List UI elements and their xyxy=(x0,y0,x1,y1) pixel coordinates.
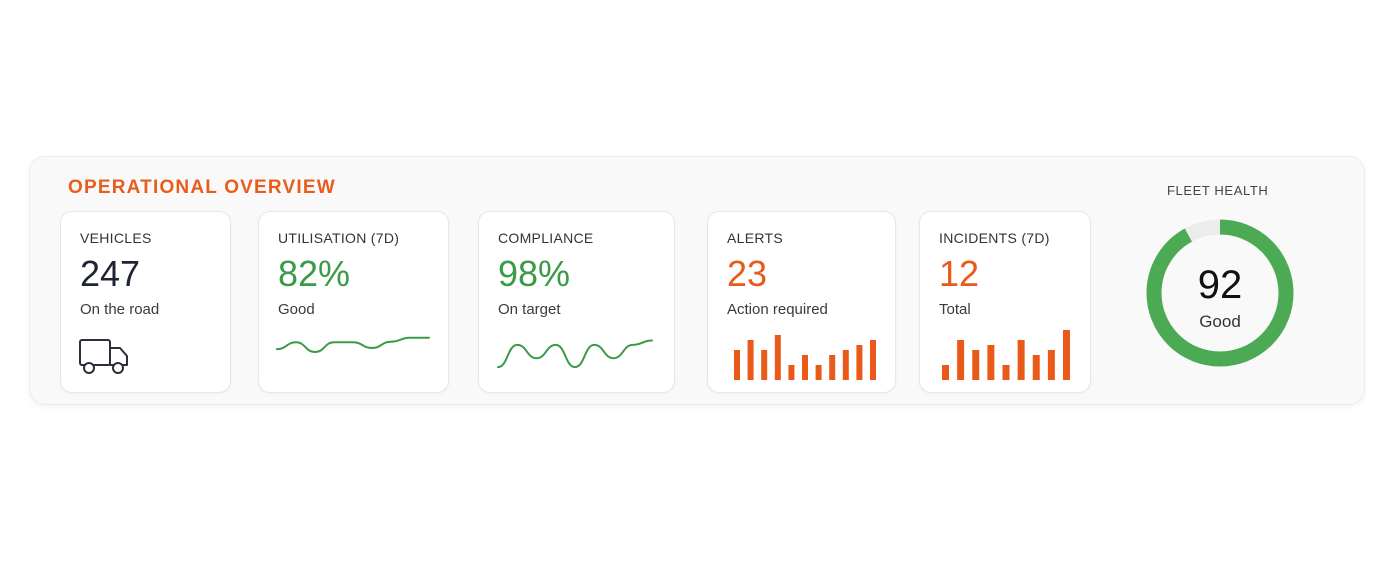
incidents-bars-bar xyxy=(972,350,980,380)
fleet-health-sub: Good xyxy=(1199,312,1241,331)
compliance-card[interactable]: COMPLIANCE 98% On target xyxy=(478,211,675,393)
incidents-bars-bar xyxy=(1063,330,1070,380)
ring-fill xyxy=(1146,219,1294,367)
alerts-bars-bar xyxy=(870,340,876,380)
vehicles-card[interactable]: VEHICLES 247 On the road xyxy=(60,211,231,393)
fleet-health-ring xyxy=(1146,219,1294,367)
truck-icon xyxy=(79,339,128,374)
incidents-card[interactable]: INCIDENTS (7D) 12 Total xyxy=(919,211,1091,393)
compliance-sub: On target xyxy=(498,301,561,318)
fleet-health-label: FLEET HEALTH xyxy=(1167,183,1269,198)
alerts-bars-bar xyxy=(734,350,740,380)
incidents-label: INCIDENTS (7D) xyxy=(939,230,1050,246)
incidents-bars-bar xyxy=(1017,340,1025,380)
alerts-bars-bar xyxy=(747,340,754,380)
panel-title: OPERATIONAL OVERVIEW xyxy=(68,177,336,198)
compliance-value: 98% xyxy=(498,253,571,294)
alerts-bars-bar xyxy=(842,350,849,380)
incidents-bars-bar xyxy=(1002,365,1010,380)
incidents-value: 12 xyxy=(939,253,980,294)
alerts-bars-bar xyxy=(761,350,768,380)
incidents-bars-bar xyxy=(1032,355,1040,380)
incidents-bars-bar xyxy=(957,340,965,380)
incidents-sub: Total xyxy=(939,301,971,318)
compliance-sparkline-line xyxy=(497,339,653,369)
vehicles-label: VEHICLES xyxy=(80,230,152,246)
utilisation-sparkline xyxy=(276,336,430,354)
operational-overview-panel: OPERATIONAL OVERVIEW VEHICLES 247 On the… xyxy=(29,156,1365,405)
alerts-bars xyxy=(734,335,876,380)
vehicles-value: 247 xyxy=(80,253,141,294)
alerts-bars-bar xyxy=(788,365,795,380)
compliance-sparkline xyxy=(497,339,653,369)
incidents-bars xyxy=(942,330,1070,380)
vehicles-sub: On the road xyxy=(80,301,160,318)
compliance-label: COMPLIANCE xyxy=(498,230,594,246)
incidents-bars-bar xyxy=(942,365,949,380)
utilisation-sub: Good xyxy=(278,301,315,318)
utilisation-label: UTILISATION (7D) xyxy=(278,230,400,246)
alerts-card[interactable]: ALERTS 23 Action required xyxy=(707,211,896,393)
incidents-bars-bar xyxy=(1047,350,1055,380)
incidents-bars-bar xyxy=(987,345,995,380)
alerts-bars-bar xyxy=(856,345,863,380)
utilisation-value: 82% xyxy=(278,253,351,294)
alerts-bars-bar xyxy=(802,355,808,380)
alerts-sub: Action required xyxy=(727,301,828,318)
alerts-label: ALERTS xyxy=(727,230,784,246)
utilisation-card[interactable]: UTILISATION (7D) 82% Good xyxy=(258,211,449,393)
alerts-value: 23 xyxy=(727,253,768,294)
fleet-health-value: 92 xyxy=(1197,263,1243,307)
utilisation-sparkline-line xyxy=(276,336,430,354)
alerts-bars-bar xyxy=(815,365,822,380)
alerts-bars-bar xyxy=(829,355,836,380)
alerts-bars-bar xyxy=(774,335,781,380)
